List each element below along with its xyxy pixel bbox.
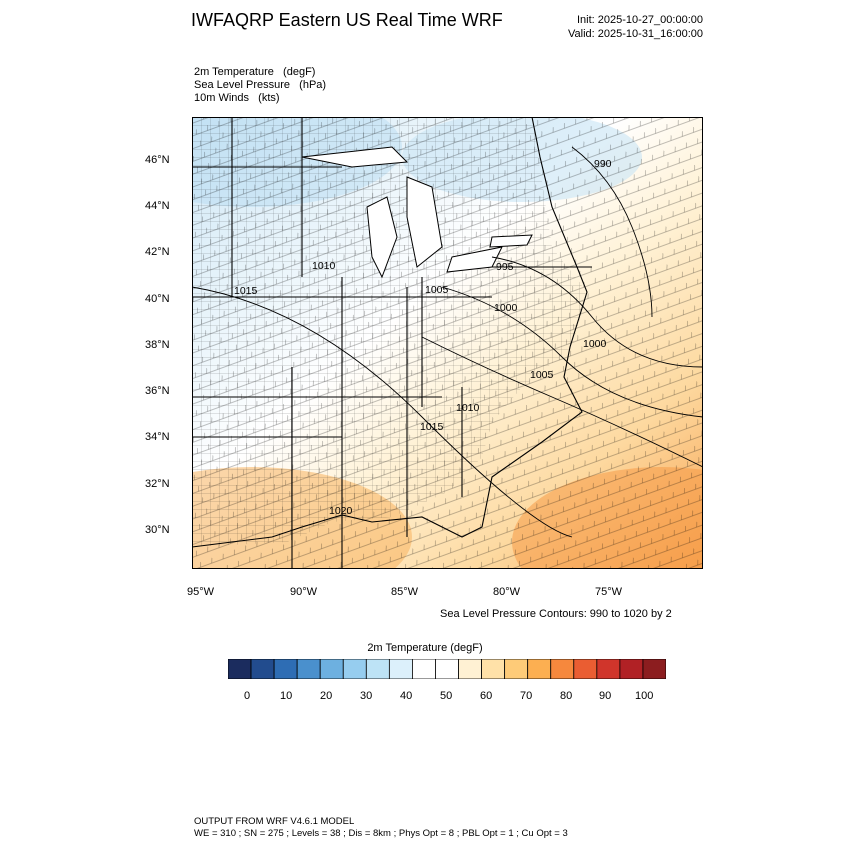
colorbar-swatch bbox=[319, 659, 344, 679]
map-frame bbox=[192, 117, 703, 569]
contour-note: Sea Level Pressure Contours: 990 to 1020… bbox=[440, 608, 672, 620]
contour-label: 1010 bbox=[312, 260, 336, 272]
field-pressure: Sea Level Pressure (hPa) bbox=[194, 79, 327, 91]
colorbar-swatch bbox=[573, 659, 598, 679]
init-time: Init: 2025-10-27_00:00:00 bbox=[577, 14, 703, 26]
pressure-contours bbox=[192, 146, 703, 538]
colorbar-label: 60 bbox=[480, 690, 493, 702]
colorbar-swatch bbox=[296, 659, 321, 679]
colorbar bbox=[228, 659, 666, 679]
model-footer: OUTPUT FROM WRF V4.6.1 MODEL WE = 310 ; … bbox=[194, 816, 568, 840]
wind-barbs bbox=[192, 117, 703, 569]
colorbar-swatch bbox=[550, 659, 575, 679]
lon-label: 95°W bbox=[187, 586, 215, 598]
lat-label: 34°N bbox=[145, 431, 170, 443]
contour-label: 1020 bbox=[329, 505, 353, 517]
colorbar-swatch bbox=[619, 659, 644, 679]
colorbar-swatch bbox=[365, 659, 390, 679]
lat-label: 44°N bbox=[145, 200, 170, 212]
model-version: OUTPUT FROM WRF V4.6.1 MODEL bbox=[194, 816, 355, 827]
colorbar-swatch bbox=[250, 659, 275, 679]
colorbar-label: 30 bbox=[360, 690, 373, 702]
lat-label: 42°N bbox=[145, 246, 170, 258]
contour-label: 1005 bbox=[530, 369, 554, 381]
colorbar-label: 100 bbox=[635, 690, 654, 702]
map-title: IWFAQRP Eastern US Real Time WRF bbox=[191, 10, 503, 30]
lat-label: 38°N bbox=[145, 339, 170, 351]
colorbar-label: 20 bbox=[320, 690, 333, 702]
state-lines bbox=[192, 117, 592, 569]
colorbar-title: 2m Temperature (degF) bbox=[367, 642, 483, 654]
lon-label: 90°W bbox=[290, 586, 318, 598]
colorbar-label: 50 bbox=[440, 690, 453, 702]
colorbar-label: 0 bbox=[244, 690, 251, 702]
colorbar-swatch bbox=[342, 659, 367, 679]
lon-label: 80°W bbox=[493, 586, 521, 598]
colorbar-swatch bbox=[481, 659, 506, 679]
colorbar-swatch bbox=[458, 659, 482, 679]
colorbar-label: 90 bbox=[599, 690, 612, 702]
colorbar-swatch bbox=[388, 659, 413, 679]
colorbar-label: 80 bbox=[560, 690, 573, 702]
model-options: WE = 310 ; SN = 275 ; Levels = 38 ; Dis … bbox=[194, 828, 568, 839]
colorbar-swatch bbox=[527, 659, 552, 679]
lat-label: 36°N bbox=[145, 385, 170, 397]
contour-label: 1010 bbox=[456, 402, 480, 414]
field-legend: 2m Temperature (degF) Sea Level Pressure… bbox=[194, 66, 326, 105]
lat-label: 32°N bbox=[145, 478, 170, 490]
contour-label: 990 bbox=[594, 158, 612, 170]
contour-label: 1015 bbox=[234, 285, 258, 297]
field-winds: 10m Winds (kts) bbox=[194, 92, 280, 104]
colorbar-swatch bbox=[273, 659, 298, 679]
contour-label: 1000 bbox=[494, 302, 518, 314]
weather-map: 990 995 1000 1005 1010 1015 1020 1000 10… bbox=[192, 117, 703, 569]
run-times: Init: 2025-10-27_00:00:00 Valid: 2025-10… bbox=[568, 13, 703, 41]
colorbar-label: 10 bbox=[280, 690, 293, 702]
field-temperature: 2m Temperature (degF) bbox=[194, 66, 316, 78]
lat-label: 40°N bbox=[145, 293, 170, 305]
colorbar-swatch bbox=[228, 659, 252, 679]
lon-label: 75°W bbox=[595, 586, 623, 598]
contour-label: 1015 bbox=[420, 421, 444, 433]
colorbar-swatch bbox=[504, 659, 529, 679]
contour-label: 1005 bbox=[425, 284, 449, 296]
contour-label: 1000 bbox=[583, 338, 607, 350]
colorbar-label: 40 bbox=[400, 690, 413, 702]
lon-label: 85°W bbox=[391, 586, 419, 598]
colorbar-swatch bbox=[642, 659, 666, 679]
colorbar-swatch bbox=[596, 659, 621, 679]
colorbar-label: 70 bbox=[520, 690, 533, 702]
colorbar-swatch bbox=[412, 659, 436, 679]
contour-labels: 990 995 1000 1005 1010 1015 1020 1000 10… bbox=[234, 158, 612, 517]
contour-label: 995 bbox=[496, 261, 514, 273]
valid-time: Valid: 2025-10-31_16:00:00 bbox=[568, 28, 703, 40]
colorbar-swatch bbox=[435, 659, 459, 679]
lat-label: 46°N bbox=[145, 154, 170, 166]
lat-label: 30°N bbox=[145, 524, 170, 536]
